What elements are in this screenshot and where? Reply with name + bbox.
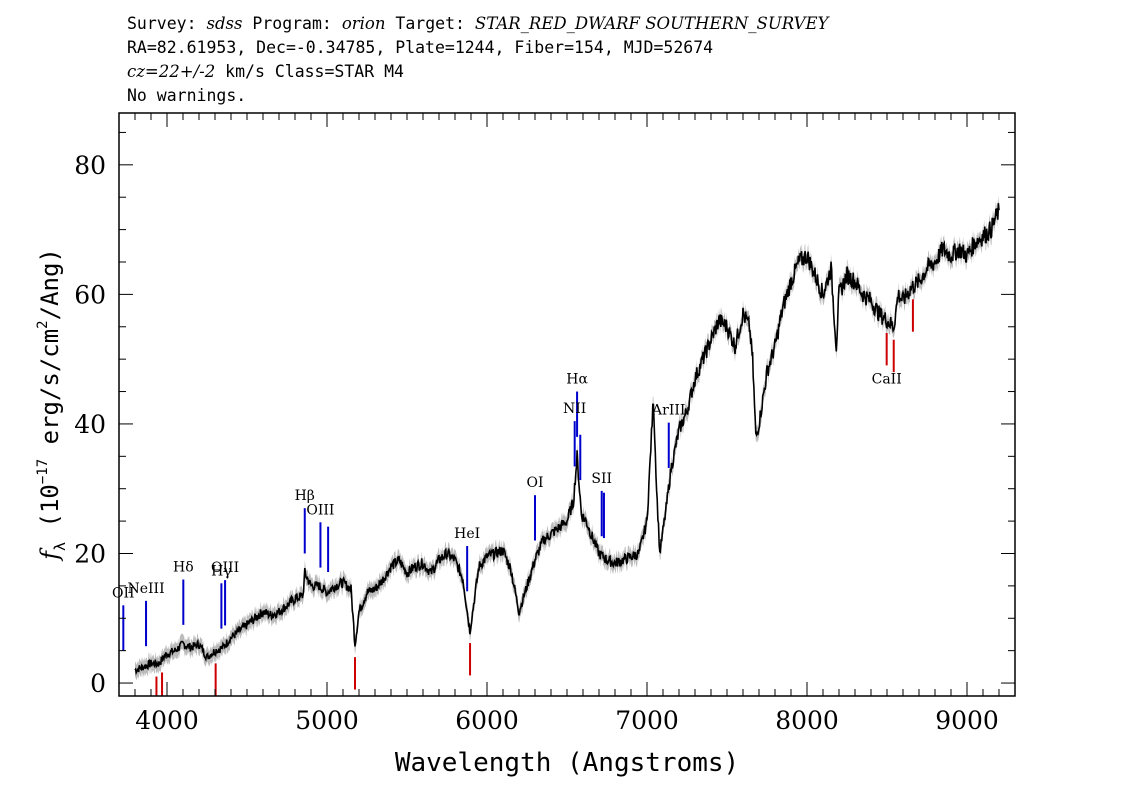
header-line-3: cz=22+/-2 km/s Class=STAR M4 (127, 62, 404, 82)
emission-line-label: Hδ (173, 560, 194, 576)
target-value: STAR_RED_DWARF SOUTHERN_SURVEY (474, 14, 829, 33)
survey-label: Survey: (127, 14, 197, 33)
emission-line-label: OI (526, 475, 543, 491)
emission-line-label: NeIII (127, 581, 164, 597)
y-tick-label: 20 (74, 539, 106, 568)
program-value: orion (341, 14, 386, 33)
emission-line-label: ArIII (651, 403, 685, 419)
y-label-lambda: λ (51, 542, 69, 551)
header-line-2: RA=82.61953, Dec=-0.34785, Plate=1244, F… (127, 38, 714, 57)
x-axis-label: Wavelength (Angstroms) (395, 748, 739, 778)
survey-value: sdss (206, 14, 243, 33)
x-tick-label: 6000 (455, 706, 519, 735)
x-tick-label: 5000 (295, 706, 359, 735)
x-tick-label: 7000 (615, 706, 679, 735)
y-tick-label: 60 (74, 280, 106, 309)
emission-line-label: Hβ (295, 488, 315, 504)
emission-line-label: SII (591, 471, 612, 487)
y-label-per-ang: /Ang) (36, 248, 64, 320)
y-label-units: erg/s/cm (36, 329, 64, 459)
emission-line-label: NII (563, 401, 586, 417)
x-tick-label: 4000 (135, 706, 199, 735)
class-info: km/s Class=STAR M4 (215, 62, 404, 81)
y-tick-label: 40 (74, 410, 106, 439)
x-tick-label: 8000 (775, 706, 839, 735)
x-tick-label: 9000 (935, 706, 999, 735)
spectrum-line (134, 203, 1000, 676)
emission-line-label: OII (112, 585, 135, 601)
emission-line-label: Hγ (211, 563, 232, 579)
y-label-scale: (10 (36, 484, 64, 542)
emission-line-label: HeI (454, 526, 480, 542)
emission-line-label: Hα (566, 372, 588, 388)
target-label: Target: (395, 14, 465, 33)
header-line-1: Survey: sdss Program: orion Target: STAR… (127, 14, 828, 34)
y-axis-label: fλ (10−17 erg/s/cm2/Ang) (35, 248, 69, 562)
header-line-4: No warnings. (127, 86, 247, 105)
y-label-sq: 2 (35, 320, 51, 328)
y-tick-label: 80 (74, 151, 106, 180)
y-label-exp: −17 (35, 459, 51, 484)
y-tick-label: 0 (90, 669, 106, 698)
emission-line-label: OIII (306, 502, 334, 518)
program-label: Program: (252, 14, 332, 33)
absorption-line-label: CaII (872, 371, 902, 387)
cz-value: cz=22+/-2 (127, 62, 216, 81)
emission-line-label: OIII (211, 560, 239, 576)
error-band (135, 195, 999, 681)
